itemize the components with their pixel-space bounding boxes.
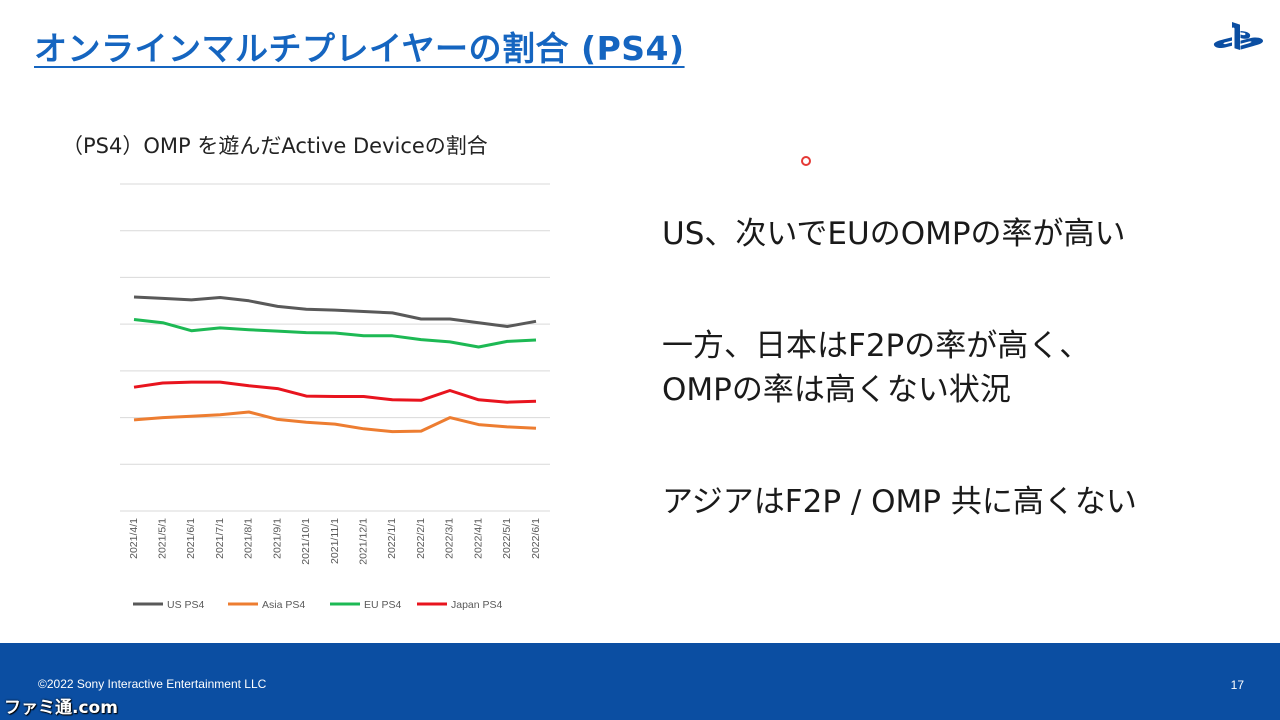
playstation-logo-icon: [1213, 22, 1264, 50]
series-line: [133, 410, 537, 434]
copyright-text: ©2022 Sony Interactive Entertainment LLC: [38, 677, 267, 691]
x-tick-label: 2022/2/1: [415, 518, 427, 559]
footer-bar: ©2022 Sony Interactive Entertainment LLC…: [0, 643, 1280, 720]
x-tick-label: 2021/11/1: [329, 518, 341, 564]
x-tick-label: 2021/4/1: [128, 518, 140, 559]
key-point-japan: 一方、日本はF2Pの率が高く、 OMPの率は高くない状況: [662, 328, 1091, 408]
key-point-us-eu: US、次いでEUのOMPの率が高い: [662, 216, 1126, 252]
series-line: [133, 295, 537, 328]
line-chart: 2021/4/1 2021/5/1 2021/6/1 2021/7/1 2021/8/1…: [120, 183, 550, 611]
x-tick-label: 2022/1/1: [386, 518, 398, 559]
x-tick-label: 2021/5/1: [156, 518, 168, 559]
x-tick-label: 2022/3/1: [444, 518, 456, 559]
x-tick-label: 2022/5/1: [501, 518, 513, 559]
legend-label: EU PS4: [364, 599, 402, 611]
x-tick-label: 2022/4/1: [472, 518, 484, 559]
slide-title: オンラインマルチプレイヤーの割合 (PS4): [34, 29, 685, 68]
watermark-logo: ファミ通.com: [4, 698, 118, 718]
x-tick-label: 2021/6/1: [185, 518, 197, 559]
series-line: [133, 380, 537, 404]
x-tick-label: 2021/7/1: [214, 518, 226, 559]
x-tick-label: 2021/8/1: [243, 518, 255, 559]
legend-label: Japan PS4: [451, 599, 503, 611]
x-tick-label: 2021/12/1: [357, 518, 369, 565]
series-line: [133, 318, 537, 349]
x-tick-label: 2021/10/1: [300, 518, 312, 565]
key-point-asia: アジアはF2P / OMP 共に高くない: [662, 484, 1137, 520]
x-tick-label: 2022/6/1: [530, 518, 542, 559]
laser-pointer-icon: [801, 156, 811, 166]
legend-label: US PS4: [167, 599, 205, 611]
chart-title: （PS4）OMP を遊んだActive Deviceの割合: [62, 134, 488, 158]
x-tick-label: 2021/9/1: [271, 518, 283, 559]
page-number: 17: [1230, 678, 1244, 692]
legend-label: Asia PS4: [262, 599, 305, 611]
